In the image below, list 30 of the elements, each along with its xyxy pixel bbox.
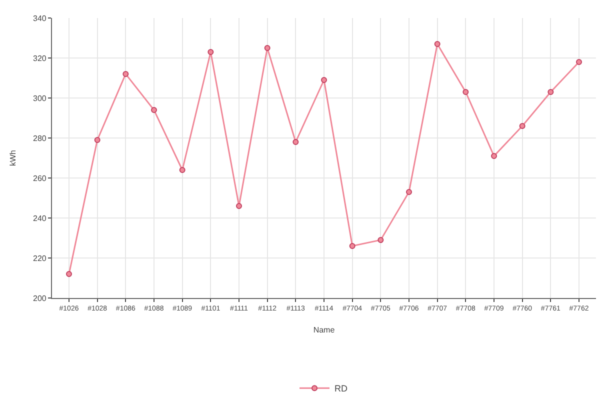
y-tick-label: 300 [33,94,47,103]
point [208,49,214,55]
y-axis-title: kWh [8,150,18,166]
point [264,45,270,51]
y-tick-label: 200 [33,294,47,303]
point [462,89,469,95]
point [491,153,497,159]
y-tick-label: 280 [33,134,47,143]
point [548,89,554,95]
point [576,59,582,65]
y-tick-label: 340 [33,14,47,23]
point [349,243,356,249]
point [179,167,186,173]
legend-label: RD [334,384,348,394]
point [406,189,412,195]
point [151,107,157,113]
point [321,77,327,83]
point [66,271,72,277]
point [378,237,384,243]
point [292,139,299,145]
point [122,71,129,77]
y-tick-label: 220 [33,254,47,263]
y-tick-label: 260 [33,174,47,183]
point [519,123,526,129]
point [236,203,242,209]
point [434,41,440,47]
x-axis-title: Name [313,326,336,334]
point [94,137,100,143]
y-tick-label: 320 [33,54,47,63]
y-tick-label: 240 [33,214,47,223]
